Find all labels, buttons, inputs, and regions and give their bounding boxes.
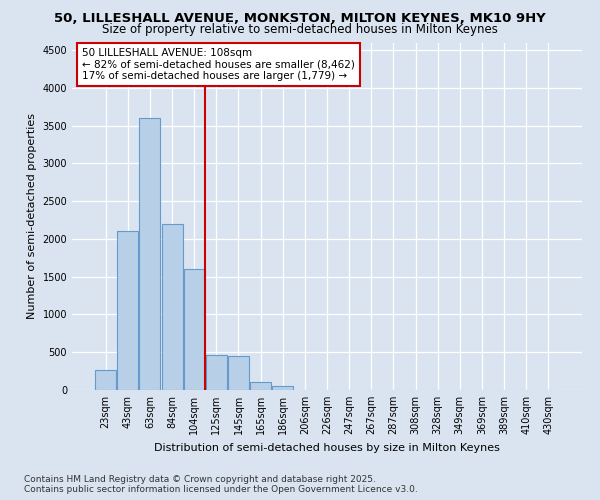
Bar bbox=[95, 370, 116, 390]
Text: 50 LILLESHALL AVENUE: 108sqm
← 82% of semi-detached houses are smaller (8,462)
1: 50 LILLESHALL AVENUE: 108sqm ← 82% of se… bbox=[82, 48, 355, 81]
Bar bbox=[228, 356, 249, 390]
Y-axis label: Number of semi-detached properties: Number of semi-detached properties bbox=[27, 114, 37, 320]
Bar bbox=[161, 224, 182, 390]
X-axis label: Distribution of semi-detached houses by size in Milton Keynes: Distribution of semi-detached houses by … bbox=[154, 442, 500, 452]
Bar bbox=[118, 232, 139, 390]
Text: Size of property relative to semi-detached houses in Milton Keynes: Size of property relative to semi-detach… bbox=[102, 22, 498, 36]
Text: 50, LILLESHALL AVENUE, MONKSTON, MILTON KEYNES, MK10 9HY: 50, LILLESHALL AVENUE, MONKSTON, MILTON … bbox=[54, 12, 546, 26]
Text: Contains HM Land Registry data © Crown copyright and database right 2025.
Contai: Contains HM Land Registry data © Crown c… bbox=[24, 474, 418, 494]
Bar bbox=[250, 382, 271, 390]
Bar bbox=[272, 386, 293, 390]
Bar bbox=[139, 118, 160, 390]
Bar bbox=[206, 355, 227, 390]
Bar bbox=[184, 269, 205, 390]
